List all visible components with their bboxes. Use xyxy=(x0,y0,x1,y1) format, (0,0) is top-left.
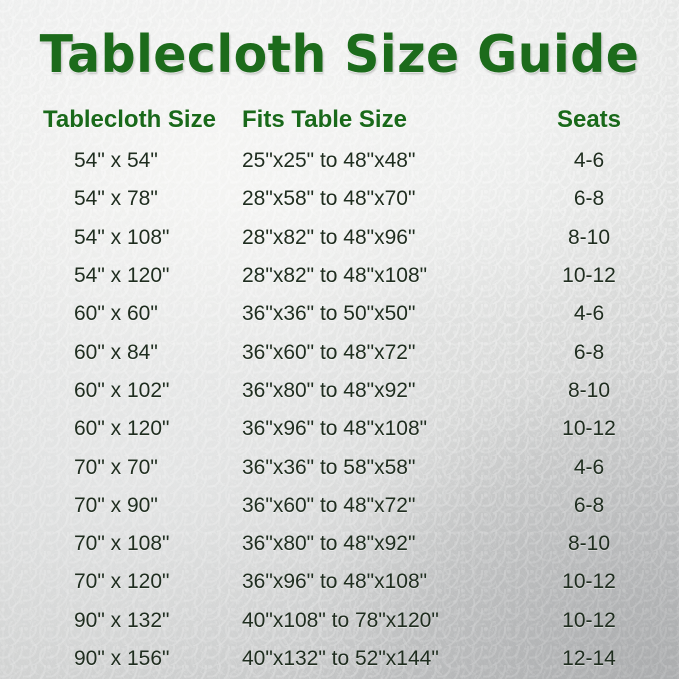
cell-fits-table-size: 40"x108" to 78"x120" xyxy=(242,608,439,632)
cell-tablecloth-size: 54" x 54" xyxy=(74,149,158,173)
table-header: Tablecloth Size Fits Table Size Seats xyxy=(0,102,679,142)
cell-tablecloth-size: 54" x 120" xyxy=(74,264,170,288)
cell-seats: 6-8 xyxy=(573,340,605,364)
page-title: Tablecloth Size Guide xyxy=(39,25,640,85)
cell-tablecloth-size: 90" x 156" xyxy=(74,647,170,670)
cell-seats: 10-12 xyxy=(562,417,616,441)
cell-seats: 4-6 xyxy=(573,455,605,479)
table-row: 60" x 60" 36"x36" to 50"x50" 4-6 xyxy=(0,295,679,333)
size-table: Tablecloth Size Fits Table Size Seats 54… xyxy=(0,102,679,678)
cell-seats: 10-12 xyxy=(562,570,616,594)
column-header-fits-table-size: Fits Table Size xyxy=(242,106,407,133)
cell-fits-table-size: 36"x80" to 48"x92" xyxy=(242,378,416,402)
cell-tablecloth-size: 70" x 90" xyxy=(74,493,158,517)
cell-seats: 12-14 xyxy=(562,647,616,670)
cell-seats: 6-8 xyxy=(573,493,605,517)
cell-fits-table-size: 36"x36" to 50"x50" xyxy=(242,302,416,326)
table-row: 54" x 120" 28"x82" to 48"x108" 10-12 xyxy=(0,257,679,295)
cell-seats: 8-10 xyxy=(567,225,611,249)
cell-fits-table-size: 28"x58" to 48"x70" xyxy=(242,187,416,211)
cell-fits-table-size: 36"x36" to 58"x58" xyxy=(242,455,416,479)
table-header-row: Tablecloth Size Fits Table Size Seats xyxy=(0,102,679,142)
cell-tablecloth-size: 70" x 70" xyxy=(74,455,158,479)
cell-seats: 6-8 xyxy=(573,187,605,211)
cell-fits-table-size: 36"x96" to 48"x108" xyxy=(242,570,428,594)
cell-tablecloth-size: 90" x 132" xyxy=(74,608,170,632)
cell-tablecloth-size: 54" x 108" xyxy=(74,225,170,249)
cell-tablecloth-size: 70" x 108" xyxy=(74,532,170,556)
table-row: 70" x 120" 36"x96" to 48"x108" 10-12 xyxy=(0,563,679,601)
cell-fits-table-size: 25"x25" to 48"x48" xyxy=(242,149,416,173)
cell-tablecloth-size: 60" x 120" xyxy=(74,417,170,441)
table-row: 90" x 132" 40"x108" to 78"x120" 10-12 xyxy=(0,602,679,640)
table-row: 60" x 84" 36"x60" to 48"x72" 6-8 xyxy=(0,333,679,371)
cell-fits-table-size: 36"x60" to 48"x72" xyxy=(242,493,416,517)
cell-fits-table-size: 40"x132" to 52"x144" xyxy=(242,647,439,670)
cell-tablecloth-size: 60" x 102" xyxy=(74,378,170,402)
table-row: 54" x 78" 28"x58" to 48"x70" 6-8 xyxy=(0,180,679,218)
table-row: 54" x 54" 25"x25" to 48"x48" 4-6 xyxy=(0,142,679,180)
table-body: 54" x 54" 25"x25" to 48"x48" 4-6 54" x 78" 2… xyxy=(0,142,679,678)
table-row: 54" x 108" 28"x82" to 48"x96" 8-10 xyxy=(0,219,679,257)
table-row: 70" x 90" 36"x60" to 48"x72" 6-8 xyxy=(0,487,679,525)
cell-seats: 8-10 xyxy=(567,378,611,402)
cell-fits-table-size: 28"x82" to 48"x108" xyxy=(242,264,428,288)
cell-seats: 4-6 xyxy=(573,149,605,173)
cell-tablecloth-size: 60" x 84" xyxy=(74,340,158,364)
table-row: 90" x 156" 40"x132" to 52"x144" 12-14 xyxy=(0,640,679,678)
column-header-tablecloth-size: Tablecloth Size xyxy=(43,106,216,133)
size-table-container: Tablecloth Size Fits Table Size Seats 54… xyxy=(0,102,679,678)
cell-seats: 8-10 xyxy=(567,532,611,556)
cell-seats: 4-6 xyxy=(573,302,605,326)
table-row: 60" x 120" 36"x96" to 48"x108" 10-12 xyxy=(0,410,679,448)
column-header-seats: Seats xyxy=(556,106,622,133)
table-row: 70" x 70" 36"x36" to 58"x58" 4-6 xyxy=(0,448,679,486)
cell-tablecloth-size: 60" x 60" xyxy=(74,302,158,326)
cell-fits-table-size: 36"x96" to 48"x108" xyxy=(242,417,428,441)
cell-fits-table-size: 36"x60" to 48"x72" xyxy=(242,340,416,364)
cell-tablecloth-size: 70" x 120" xyxy=(74,570,170,594)
table-row: 70" x 108" 36"x80" to 48"x92" 8-10 xyxy=(0,525,679,563)
cell-seats: 10-12 xyxy=(562,608,616,632)
cell-fits-table-size: 28"x82" to 48"x96" xyxy=(242,225,416,249)
cell-tablecloth-size: 54" x 78" xyxy=(74,187,158,211)
table-row: 60" x 102" 36"x80" to 48"x92" 8-10 xyxy=(0,372,679,410)
cell-fits-table-size: 36"x80" to 48"x92" xyxy=(242,532,416,556)
cell-seats: 10-12 xyxy=(562,264,616,288)
